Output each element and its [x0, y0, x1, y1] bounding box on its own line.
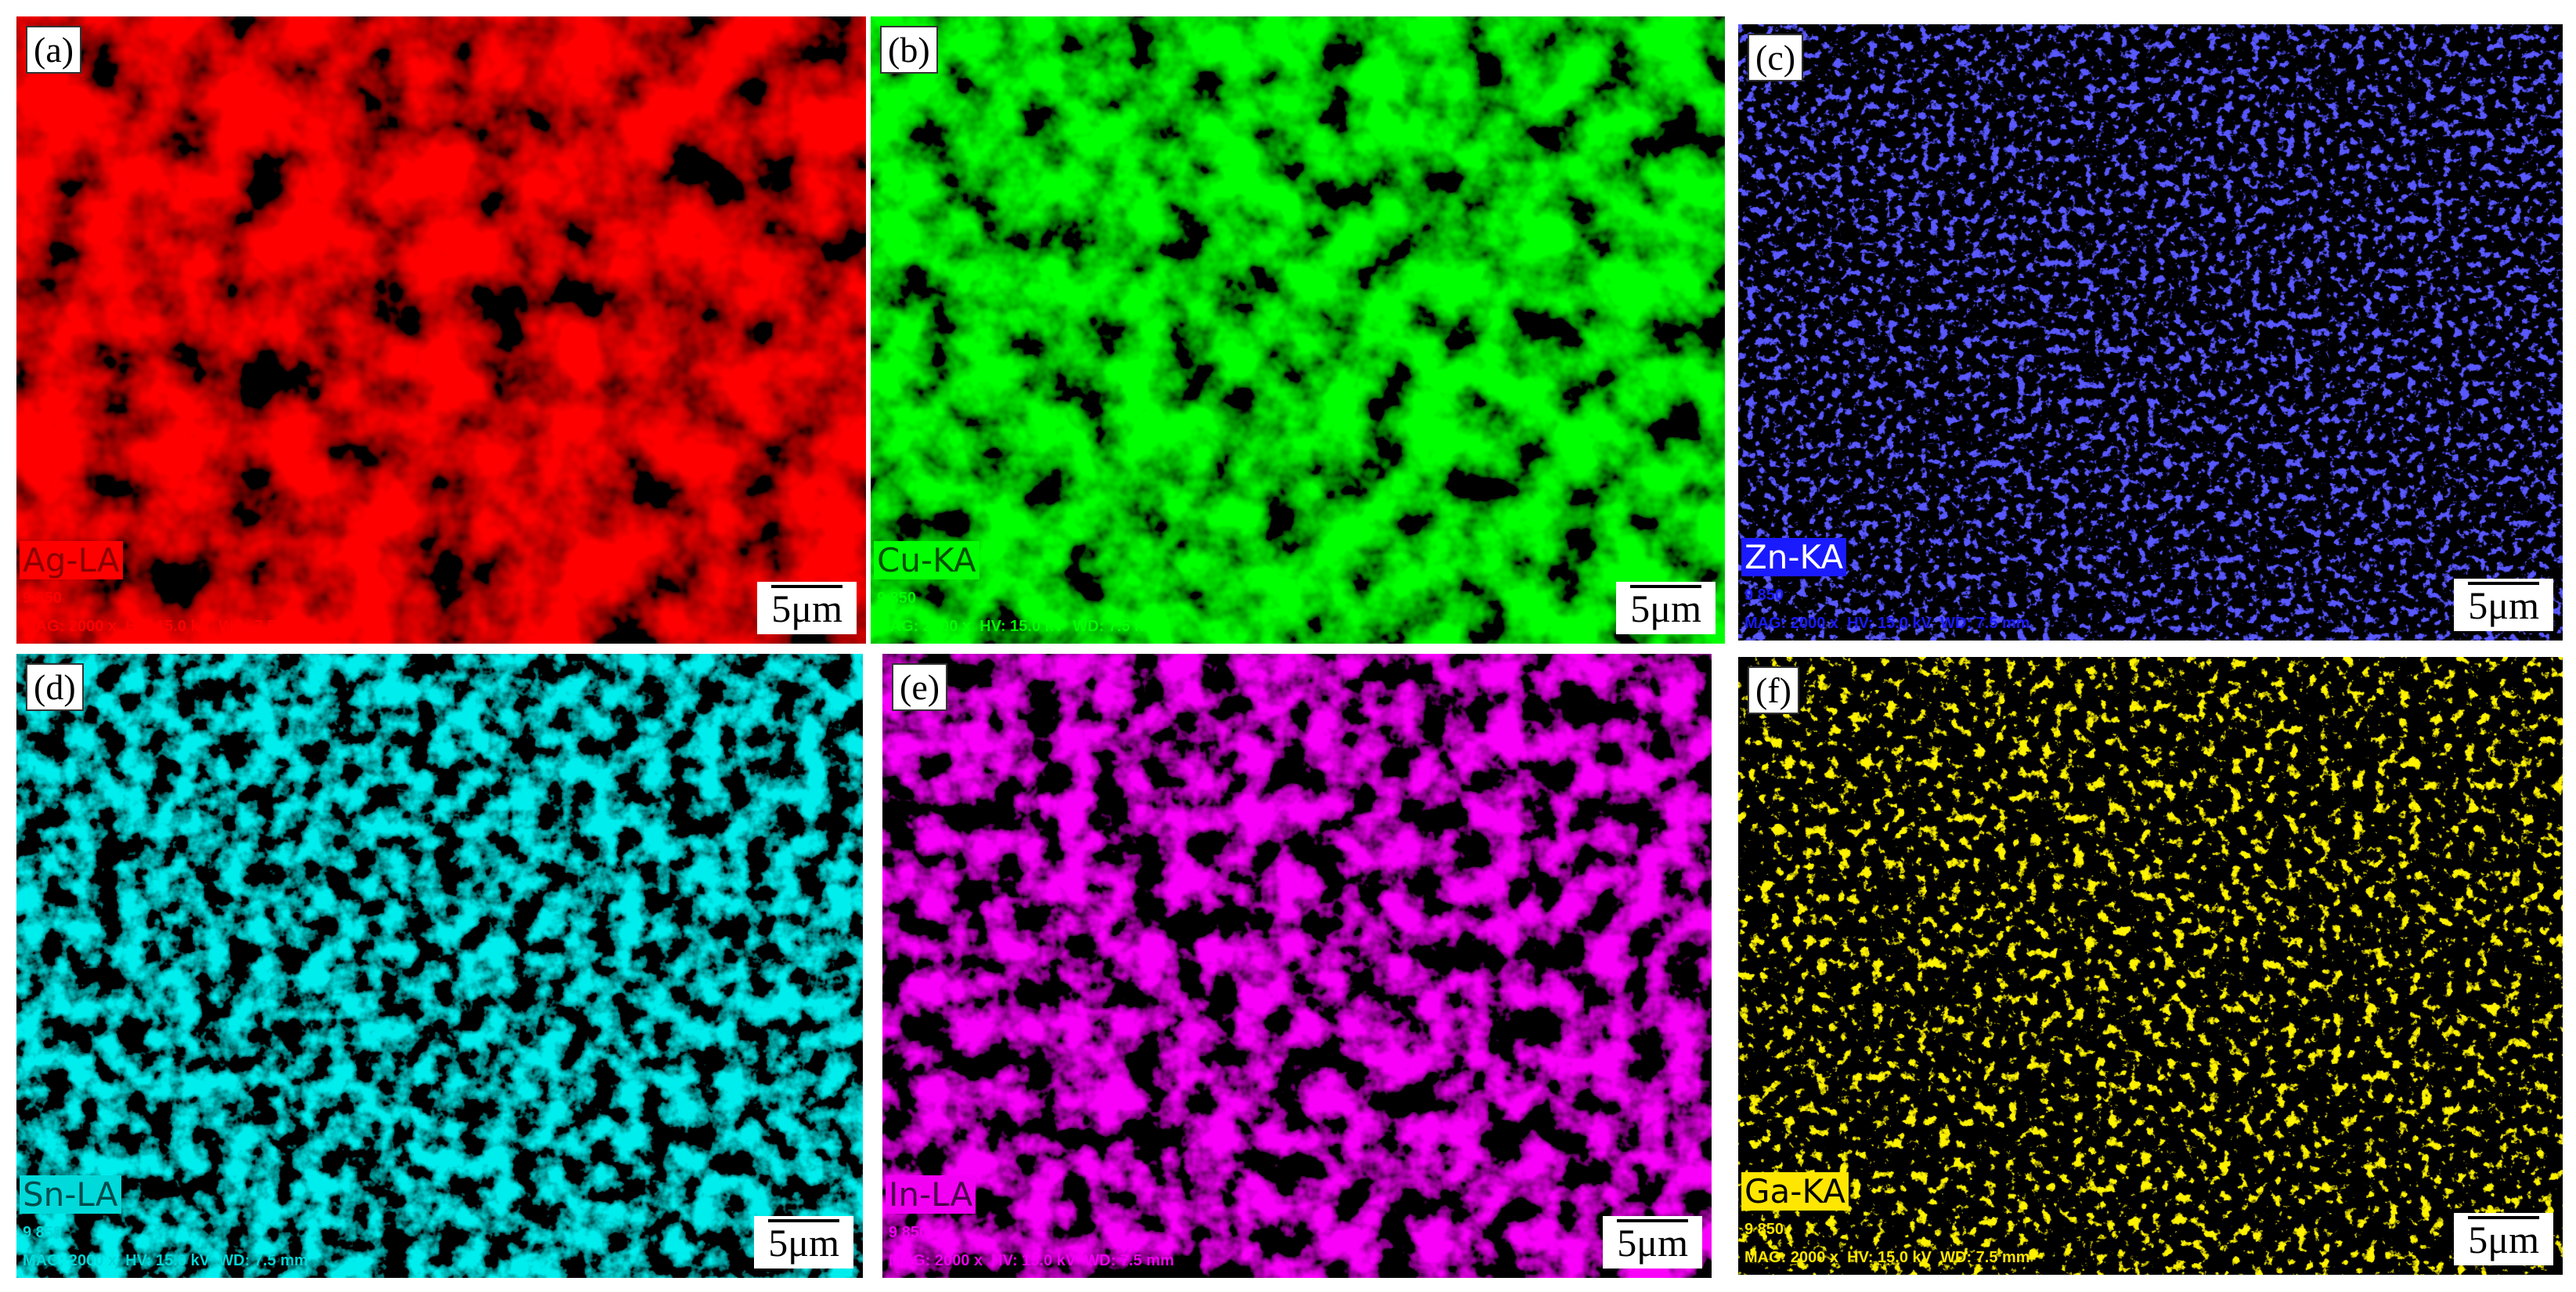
noise-texture	[1738, 24, 2563, 641]
scale-bar: 5μm	[1616, 582, 1716, 634]
panel-label: (e)	[892, 663, 948, 711]
image-code: 9 850	[877, 590, 917, 607]
element-label: Ga-KA	[1741, 1172, 1849, 1211]
image-info: MAG: 2000 x HV: 15.0 kV WD: 7.5 mm	[23, 618, 308, 635]
noise-texture	[871, 16, 1725, 644]
map-panel: (e) In-LA 9 850 MAG: 2000 x HV: 15.0 kV WD:…	[882, 654, 1712, 1278]
element-map	[1738, 657, 2563, 1275]
scale-label: 5μm	[2468, 582, 2539, 627]
panel-label: (d)	[26, 663, 84, 711]
image-code: 9 850	[1744, 1221, 1784, 1238]
image-info: MAG: 2000 x HV: 15.0 kV WD: 7.5 mm	[1744, 615, 2030, 632]
map-panel: (c) Zn-KA 9 850 MAG: 2000 x HV: 15.0 kV WD:…	[1738, 24, 2563, 641]
image-code: 9 850	[23, 1224, 63, 1241]
element-map	[871, 16, 1725, 644]
image-code: 9 850	[23, 590, 63, 607]
noise-texture	[16, 654, 863, 1278]
image-info: MAG: 2000 x HV: 15.0 kV WD: 7.5 mm	[877, 618, 1163, 635]
element-map	[882, 654, 1712, 1278]
scale-label: 5μm	[2468, 1216, 2539, 1261]
map-panel: (b) Cu-KA 9 850 MAG: 2000 x HV: 15.0 kV WD:…	[871, 16, 1725, 644]
image-info: MAG: 2000 x HV: 15.0 kV WD: 7.5 mm	[889, 1252, 1174, 1269]
element-map	[16, 654, 863, 1278]
element-label: In-LA	[886, 1175, 976, 1214]
image-info: MAG: 2000 x HV: 15.0 kV WD: 7.5 mm	[23, 1252, 308, 1269]
map-panel: (a) Ag-LA 9 850 MAG: 2000 x HV: 15.0 kV WD:…	[16, 16, 866, 644]
image-code: 9 850	[889, 1224, 929, 1241]
panel-label: (f)	[1748, 666, 1799, 714]
map-panel: (f) Ga-KA 9 850 MAG: 2000 x HV: 15.0 kV WD:…	[1738, 657, 2563, 1275]
element-label: Sn-LA	[20, 1175, 121, 1214]
panel-label: (a)	[26, 26, 82, 74]
image-code: 9 850	[1744, 586, 1784, 604]
panel-label: (c)	[1748, 34, 1804, 81]
element-map	[16, 16, 866, 644]
noise-texture	[1738, 657, 2563, 1275]
scale-bar: 5μm	[1603, 1216, 1702, 1269]
scale-label: 5μm	[771, 585, 842, 630]
map-panel: (d) Sn-LA 9 850 MAG: 2000 x HV: 15.0 kV WD:…	[16, 654, 863, 1278]
scale-bar: 5μm	[754, 1216, 853, 1269]
scale-label: 5μm	[768, 1219, 839, 1265]
scale-bar: 5μm	[2454, 579, 2553, 631]
noise-texture	[16, 16, 866, 644]
element-label: Zn-KA	[1741, 538, 1847, 576]
scale-bar: 5μm	[757, 582, 857, 634]
scale-label: 5μm	[1630, 585, 1701, 630]
element-label: Cu-KA	[874, 541, 980, 579]
element-map	[1738, 24, 2563, 641]
scale-label: 5μm	[1617, 1219, 1688, 1265]
noise-texture	[882, 654, 1712, 1278]
scale-bar: 5μm	[2454, 1213, 2553, 1265]
image-info: MAG: 2000 x HV: 15.0 kV WD: 7.5 mm	[1744, 1249, 2030, 1266]
element-label: Ag-LA	[20, 541, 123, 579]
panel-label: (b)	[880, 26, 938, 74]
